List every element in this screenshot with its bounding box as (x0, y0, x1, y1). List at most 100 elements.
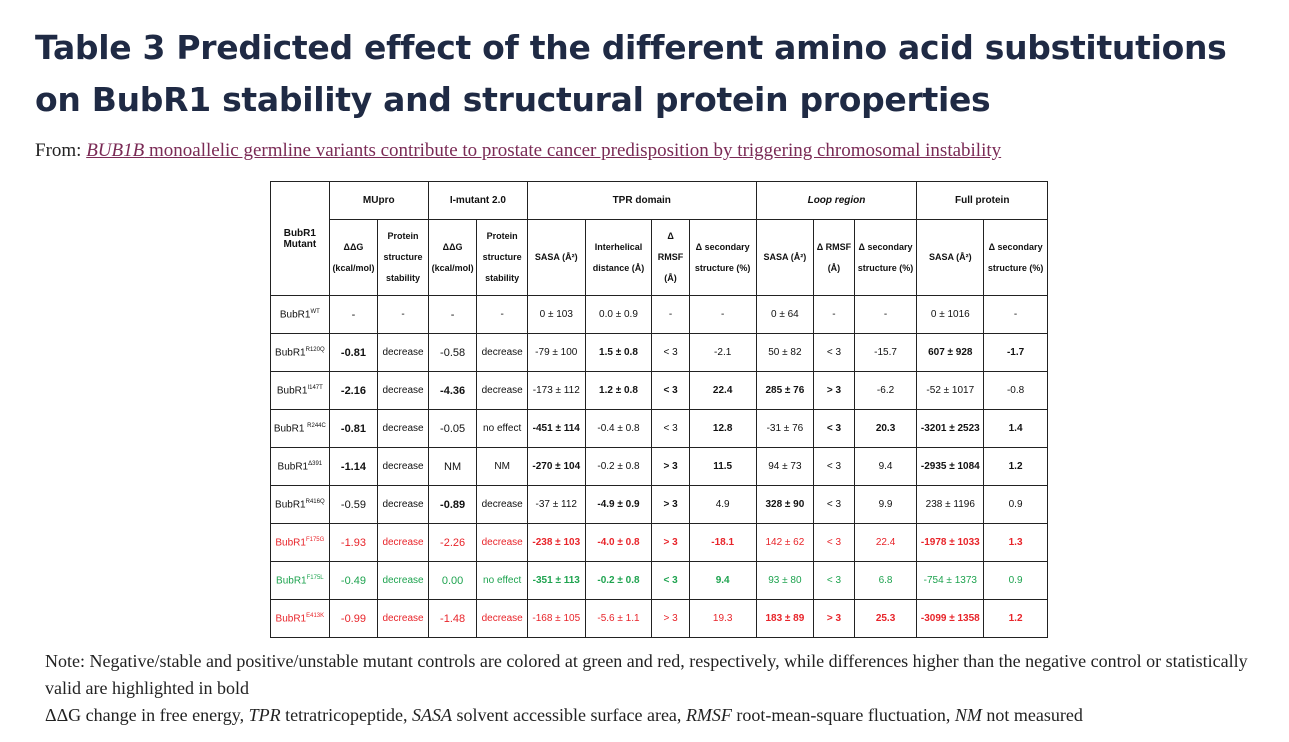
table-cell: -4.0 ± 0.8 (584, 523, 653, 562)
mutant-variant: F175G (305, 536, 325, 543)
source-article-link[interactable]: BUB1B monoallelic germline variants cont… (86, 140, 1001, 161)
table-cell: 50 ± 82 (755, 333, 815, 372)
table-cell: - (427, 295, 478, 334)
column-header: SASA (Å²) (526, 219, 586, 296)
table-cell: > 3 (813, 599, 855, 638)
table-cell: decrease (377, 447, 429, 486)
table-cell: < 3 (651, 409, 690, 448)
table-cell: 238 ± 1196 (916, 485, 985, 524)
table-cell: 0 ± 1016 (916, 295, 985, 334)
column-header: Δ RMSF (Å) (651, 219, 690, 296)
table-cell: -351 ± 113 (526, 561, 586, 600)
table-cell: 9.9 (853, 485, 918, 524)
table-cell: 0 ± 64 (755, 295, 815, 334)
abbreviation-term: NM (954, 705, 982, 725)
table-cell: > 3 (651, 599, 690, 638)
table-cell: 1.2 (983, 447, 1048, 486)
table-cell: decrease (377, 599, 429, 638)
mutant-variant: R244C (307, 422, 326, 429)
table-cell: 607 ± 928 (916, 333, 985, 372)
group-header: MUpro (328, 181, 429, 220)
table-cell: -3201 ± 2523 (916, 409, 985, 448)
table-row: BubR1F175L -0.49 decrease 0.00 no effect -351… (270, 561, 1048, 600)
table-cell: 94 ± 73 (755, 447, 815, 486)
table-cell: 1.3 (983, 523, 1048, 562)
mutant-variant: WT (310, 308, 320, 315)
mutant-variant: R416Q (305, 498, 325, 505)
table-cell: 11.5 (688, 447, 757, 486)
mutant-variant: F175L (306, 574, 324, 581)
table-cell: 12.8 (688, 409, 757, 448)
from-label: From: (35, 140, 82, 161)
column-header: Δ RMSF (Å) (813, 219, 855, 296)
mutant-cell: BubR1WT (270, 295, 330, 334)
table-cell: -0.99 (328, 599, 379, 638)
mutant-cell: BubR1R120Q (270, 333, 330, 372)
group-header: Loop region (755, 181, 918, 220)
table-cell: -4.9 ± 0.9 (584, 485, 653, 524)
table-cell: -0.05 (427, 409, 478, 448)
table-cell: < 3 (651, 561, 690, 600)
table-row: BubR1F175G -1.93 decrease -2.26 decrease -238… (270, 523, 1048, 562)
table-cell: 0.0 ± 0.9 (584, 295, 653, 334)
column-header: SASA (Å²) (755, 219, 815, 296)
table-title: Table 3 Predicted effect of the differen… (35, 28, 1227, 119)
table-cell: no effect (476, 561, 528, 600)
abbreviation-definition: not measured (981, 705, 1083, 725)
table-row: BubR1E413K -0.99 decrease -1.48 decrease -168… (270, 599, 1048, 638)
table-cell: -0.4 ± 0.8 (584, 409, 653, 448)
table-cell: -2.26 (427, 523, 478, 562)
table-cell: -18.1 (688, 523, 757, 562)
table-cell: -1.48 (427, 599, 478, 638)
table-cell: < 3 (813, 409, 855, 448)
table-cell: 6.8 (853, 561, 918, 600)
table-cell: 0 ± 103 (526, 295, 586, 334)
data-table: BubR1 Mutant MUpro I-mutant 2.0 TPR domain L… (270, 181, 1048, 638)
abbreviation-term: SASA (412, 705, 453, 725)
table-cell: 9.4 (853, 447, 918, 486)
table-cell: -1978 ± 1033 (916, 523, 985, 562)
abbreviation-term: ΔΔG (45, 705, 82, 725)
abbreviation-definition: root-mean-square fluctuation, (731, 705, 955, 725)
table-cell: 183 ± 89 (755, 599, 815, 638)
mutant-cell: BubR1E413K (270, 599, 330, 638)
mutant-name: BubR1 (277, 461, 309, 473)
table-cell: decrease (377, 409, 429, 448)
table-cell: -31 ± 76 (755, 409, 815, 448)
table-cell: -0.89 (427, 485, 478, 524)
table-cell: decrease (476, 333, 528, 372)
mutant-cell: BubR1Δ391 (270, 447, 330, 486)
mutant-variant: E413K (306, 612, 325, 619)
table-cell: decrease (476, 371, 528, 410)
table-cell: 19.3 (688, 599, 757, 638)
mutant-name: BubR1 (275, 613, 307, 625)
table-cell: - (983, 295, 1048, 334)
table-cell: -1.93 (328, 523, 379, 562)
column-header: ΔΔG (kcal/mol) (427, 219, 478, 296)
table-cell: < 3 (813, 447, 855, 486)
table-cell: 1.2 ± 0.8 (584, 371, 653, 410)
table-cell: -2935 ± 1084 (916, 447, 985, 486)
table-cell: -0.81 (328, 409, 379, 448)
column-header: Δ secondary structure (%) (983, 219, 1048, 296)
table-cell: -52 ± 1017 (916, 371, 985, 410)
mutant-name: BubR1 (276, 575, 307, 587)
table-cell: -0.81 (328, 333, 379, 372)
mutant-name: BubR1 (279, 309, 311, 321)
mutant-name: BubR1 (275, 499, 306, 511)
table-cell: -79 ± 100 (526, 333, 586, 372)
mutant-cell: BubR1F175L (270, 561, 330, 600)
group-header: TPR domain (526, 181, 757, 220)
mutant-variant: Δ391 (308, 460, 323, 467)
table-cell: -168 ± 105 (526, 599, 586, 638)
table-cell: -0.8 (983, 371, 1048, 410)
table-cell: -4.36 (427, 371, 478, 410)
table-cell: < 3 (813, 523, 855, 562)
group-header: I-mutant 2.0 (427, 181, 528, 220)
column-header: ΔΔG (kcal/mol) (328, 219, 379, 296)
table-cell: 9.4 (688, 561, 757, 600)
mutant-name: BubR1 (275, 537, 306, 549)
table-cell: NM (476, 447, 528, 486)
table-cell: < 3 (813, 333, 855, 372)
table-cell: -15.7 (853, 333, 918, 372)
